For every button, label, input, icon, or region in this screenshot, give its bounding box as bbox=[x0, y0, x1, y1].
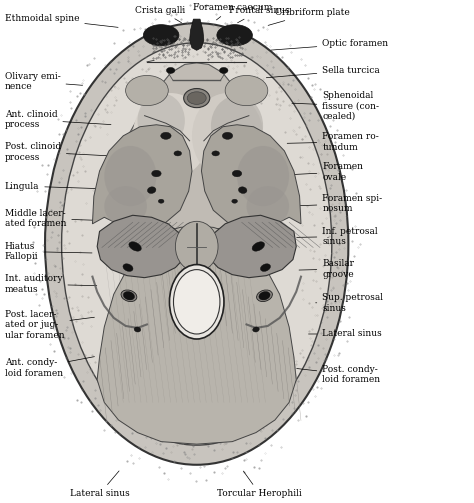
Ellipse shape bbox=[147, 187, 156, 194]
Text: Ant. condy-
loid foramen: Ant. condy- loid foramen bbox=[5, 357, 94, 378]
Ellipse shape bbox=[232, 199, 237, 203]
Text: Sup. petrosal
sinus: Sup. petrosal sinus bbox=[316, 293, 383, 312]
Ellipse shape bbox=[187, 92, 206, 105]
Ellipse shape bbox=[158, 199, 164, 203]
Ellipse shape bbox=[152, 170, 161, 177]
Text: Lingula: Lingula bbox=[5, 182, 97, 191]
Ellipse shape bbox=[225, 75, 268, 106]
Ellipse shape bbox=[211, 96, 263, 156]
Ellipse shape bbox=[126, 75, 168, 106]
Ellipse shape bbox=[183, 89, 210, 108]
Text: Optic foramen: Optic foramen bbox=[271, 39, 389, 50]
Text: Middle lacer-
ated foramen: Middle lacer- ated foramen bbox=[5, 209, 94, 228]
PathPatch shape bbox=[206, 215, 296, 278]
Ellipse shape bbox=[104, 146, 156, 206]
Ellipse shape bbox=[219, 67, 228, 73]
Ellipse shape bbox=[252, 242, 264, 251]
Text: Olivary emi-
nence: Olivary emi- nence bbox=[5, 72, 82, 91]
Ellipse shape bbox=[174, 151, 182, 156]
Ellipse shape bbox=[237, 146, 289, 206]
Ellipse shape bbox=[232, 170, 242, 177]
Text: Cribriform plate: Cribriform plate bbox=[268, 8, 350, 25]
PathPatch shape bbox=[92, 125, 192, 227]
Ellipse shape bbox=[133, 93, 209, 179]
Ellipse shape bbox=[192, 93, 263, 179]
Text: Crista galli: Crista galli bbox=[135, 6, 185, 23]
Text: Hiatus
Fallopii: Hiatus Fallopii bbox=[5, 242, 92, 261]
Text: Torcular Herophili: Torcular Herophili bbox=[218, 471, 302, 498]
Text: Foramen spi-
nosum: Foramen spi- nosum bbox=[287, 194, 383, 213]
Ellipse shape bbox=[246, 186, 289, 226]
Text: Ethmoidal spine: Ethmoidal spine bbox=[5, 14, 118, 27]
Text: Foramen caecum: Foramen caecum bbox=[192, 3, 272, 20]
PathPatch shape bbox=[97, 226, 296, 444]
Ellipse shape bbox=[123, 264, 133, 272]
Ellipse shape bbox=[137, 93, 185, 148]
Ellipse shape bbox=[253, 327, 259, 332]
Text: Inf. petrosal
sinus: Inf. petrosal sinus bbox=[297, 227, 378, 246]
Ellipse shape bbox=[175, 221, 218, 272]
Ellipse shape bbox=[173, 270, 220, 334]
Ellipse shape bbox=[259, 292, 270, 300]
Ellipse shape bbox=[238, 187, 247, 194]
PathPatch shape bbox=[116, 63, 273, 229]
Text: Frontal sinus: Frontal sinus bbox=[229, 6, 290, 23]
Ellipse shape bbox=[104, 186, 147, 226]
Text: Lateral sinus: Lateral sinus bbox=[70, 471, 129, 498]
Ellipse shape bbox=[129, 242, 141, 251]
Ellipse shape bbox=[260, 292, 269, 299]
Text: Foramen
ovale: Foramen ovale bbox=[285, 162, 363, 182]
Text: Post. condy-
loid foramen: Post. condy- loid foramen bbox=[297, 365, 381, 384]
Ellipse shape bbox=[222, 132, 233, 139]
Ellipse shape bbox=[134, 327, 141, 332]
Text: Ant. clinoid
process: Ant. clinoid process bbox=[5, 110, 111, 129]
Text: Sphenoidal
fissure (con-
cealed): Sphenoidal fissure (con- cealed) bbox=[292, 91, 379, 121]
Text: Foramen ro-
tundum: Foramen ro- tundum bbox=[287, 132, 379, 151]
Ellipse shape bbox=[217, 25, 252, 46]
Ellipse shape bbox=[166, 67, 175, 73]
Ellipse shape bbox=[124, 292, 134, 299]
Ellipse shape bbox=[143, 25, 179, 46]
Ellipse shape bbox=[62, 43, 332, 445]
Ellipse shape bbox=[169, 265, 224, 339]
Text: Int. auditory
meatus: Int. auditory meatus bbox=[5, 275, 97, 294]
Ellipse shape bbox=[121, 290, 137, 302]
Ellipse shape bbox=[256, 290, 273, 302]
Ellipse shape bbox=[212, 151, 219, 156]
Ellipse shape bbox=[260, 264, 271, 272]
Text: Sella turcica: Sella turcica bbox=[266, 66, 380, 78]
Text: Post. clinoid
process: Post. clinoid process bbox=[5, 142, 109, 161]
PathPatch shape bbox=[190, 19, 204, 50]
Text: Post. lacer-
ated or jug-
ular foramen: Post. lacer- ated or jug- ular foramen bbox=[5, 310, 94, 340]
PathPatch shape bbox=[201, 125, 301, 227]
Ellipse shape bbox=[123, 292, 135, 300]
Text: Lateral sinus: Lateral sinus bbox=[309, 329, 382, 339]
Ellipse shape bbox=[45, 23, 348, 465]
Ellipse shape bbox=[161, 132, 171, 139]
Text: Basilar
groove: Basilar groove bbox=[299, 260, 355, 279]
PathPatch shape bbox=[97, 215, 187, 278]
